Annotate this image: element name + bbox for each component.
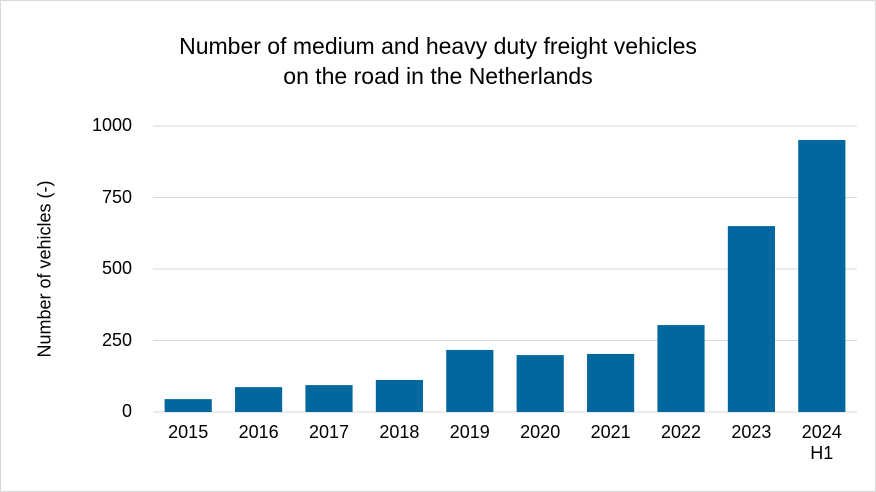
y-tick-label: 500 [101,258,132,278]
x-tick-label: 2019 [449,422,490,442]
bar [727,226,775,412]
bar [516,355,564,412]
x-tick-label: 2018 [379,422,420,442]
x-tick-label: 2016 [238,422,279,442]
y-tick-label: 750 [101,186,132,207]
bar [164,399,212,412]
x-tick-label: 2021 [590,422,631,442]
x-tick-label: 2024 H1 [801,422,842,463]
y-axis-label: Number of vehicles (-) [34,180,55,358]
bar [446,349,494,412]
y-tick-label: 1000 [91,115,132,135]
x-tick-label: 2017 [308,422,350,442]
x-tick-label: 2015 [168,422,209,442]
y-tick-label: 0 [121,401,132,421]
bar [657,325,705,412]
bar [798,140,846,412]
bar [587,353,635,412]
y-tick-label: 250 [101,329,132,350]
x-tick-label: 2023 [731,422,772,442]
bar [375,379,423,412]
x-tick-label: 2020 [520,422,561,442]
chart-title: Number of medium and heavy duty freight … [179,33,697,89]
x-tick-label: 2022 [660,422,702,442]
bar [235,387,283,412]
bar [305,385,353,412]
